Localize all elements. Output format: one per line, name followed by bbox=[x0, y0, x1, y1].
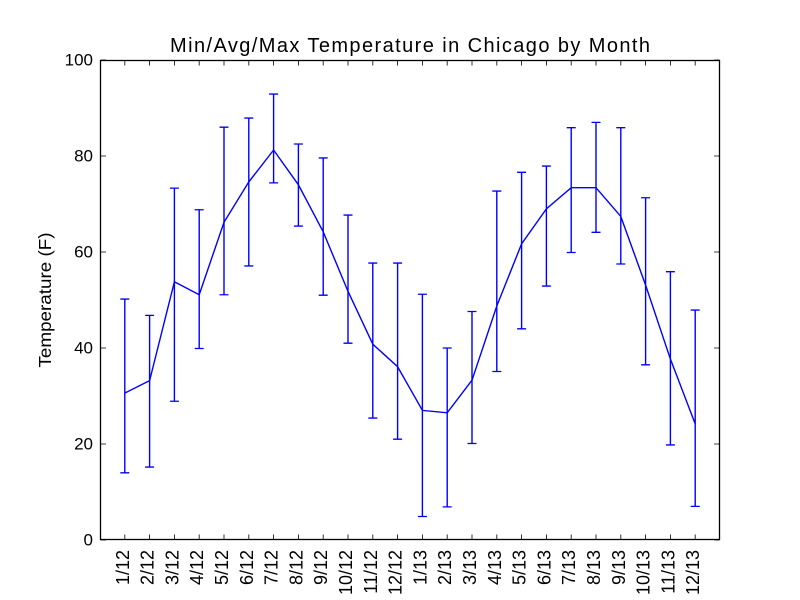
svg-text:0: 0 bbox=[84, 530, 93, 549]
svg-text:10/12: 10/12 bbox=[336, 550, 356, 595]
svg-text:20: 20 bbox=[74, 434, 93, 453]
svg-text:1/12: 1/12 bbox=[113, 550, 133, 585]
svg-text:8/13: 8/13 bbox=[584, 550, 604, 585]
svg-text:7/12: 7/12 bbox=[262, 550, 282, 585]
svg-text:4/13: 4/13 bbox=[485, 550, 505, 585]
svg-text:Min/Avg/Max Temperature in Chi: Min/Avg/Max Temperature in Chicago by Mo… bbox=[170, 35, 650, 57]
svg-text:11/13: 11/13 bbox=[658, 550, 678, 594]
svg-text:2/12: 2/12 bbox=[138, 550, 158, 585]
svg-text:7/13: 7/13 bbox=[559, 550, 579, 585]
svg-text:1/13: 1/13 bbox=[410, 550, 430, 585]
svg-text:5/12: 5/12 bbox=[212, 550, 232, 585]
svg-text:4/12: 4/12 bbox=[187, 550, 207, 585]
svg-text:5/13: 5/13 bbox=[510, 550, 530, 585]
svg-text:8/12: 8/12 bbox=[286, 550, 306, 585]
svg-text:6/12: 6/12 bbox=[237, 550, 257, 585]
svg-text:3/13: 3/13 bbox=[460, 550, 480, 585]
svg-text:2/13: 2/13 bbox=[435, 550, 455, 585]
svg-text:60: 60 bbox=[74, 242, 93, 261]
svg-text:12/12: 12/12 bbox=[386, 550, 406, 595]
svg-text:Temperature (F): Temperature (F) bbox=[35, 233, 55, 368]
svg-text:10/13: 10/13 bbox=[634, 550, 654, 595]
svg-text:80: 80 bbox=[74, 146, 93, 165]
svg-text:3/12: 3/12 bbox=[162, 550, 182, 585]
svg-text:12/13: 12/13 bbox=[683, 550, 703, 595]
svg-text:40: 40 bbox=[74, 338, 93, 357]
svg-text:9/13: 9/13 bbox=[609, 550, 629, 585]
svg-text:100: 100 bbox=[65, 50, 93, 69]
svg-text:6/13: 6/13 bbox=[534, 550, 554, 585]
svg-text:9/12: 9/12 bbox=[311, 550, 331, 585]
svg-text:11/12: 11/12 bbox=[361, 550, 381, 594]
